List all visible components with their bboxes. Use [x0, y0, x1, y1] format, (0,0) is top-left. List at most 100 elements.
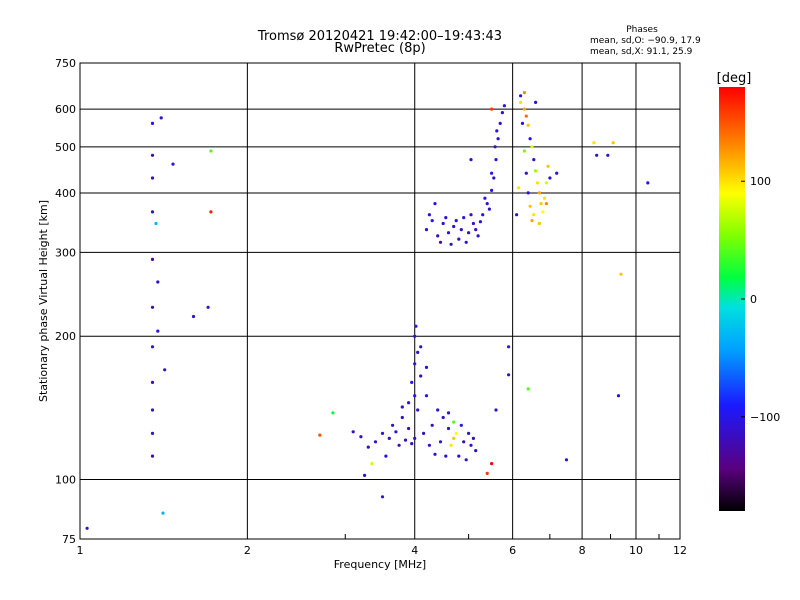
colorbar-tick-label: −100 [750, 411, 780, 424]
data-point [541, 210, 545, 214]
y-tick-label: 300 [55, 246, 76, 259]
data-point [433, 202, 437, 206]
data-point [454, 431, 458, 435]
data-point [478, 220, 482, 224]
data-point [403, 438, 408, 442]
data-point [611, 141, 615, 145]
data-point [464, 458, 468, 462]
data-point [522, 107, 527, 111]
data-point [150, 176, 155, 180]
data-point [410, 380, 414, 384]
data-point [422, 431, 426, 435]
data-point [424, 394, 429, 398]
stats-line-o: mean, sd,O: −90.9, 17.9 [590, 36, 701, 46]
data-point [424, 228, 429, 232]
data-point [413, 362, 417, 366]
data-point [539, 202, 543, 206]
data-point [592, 141, 596, 145]
data-point [483, 196, 487, 200]
data-point [494, 158, 498, 162]
data-point [646, 181, 650, 185]
x-tick-label: 12 [673, 544, 687, 557]
x-tick-label: 1 [77, 544, 84, 557]
data-point [507, 373, 511, 377]
data-point [616, 394, 621, 398]
data-point [433, 452, 437, 456]
data-point [469, 158, 473, 162]
data-point [555, 171, 559, 175]
x-tick-label: 6 [509, 544, 516, 557]
data-point [373, 440, 378, 444]
data-point [351, 430, 355, 434]
data-point [387, 436, 391, 440]
data-point [414, 324, 418, 328]
data-point [495, 129, 499, 133]
data-point [490, 462, 494, 466]
data-point [544, 181, 549, 185]
data-point [532, 158, 536, 162]
x-tick-label: 4 [411, 544, 418, 557]
data-point [331, 411, 335, 415]
data-point [438, 440, 443, 444]
data-point [530, 219, 534, 223]
data-point [397, 443, 401, 447]
data-point [159, 116, 163, 120]
data-point [530, 145, 534, 149]
colorbar-tick-label: 0 [750, 293, 757, 306]
data-points [85, 91, 650, 530]
data-point [502, 104, 506, 108]
y-tick-label: 500 [55, 141, 76, 154]
chart-title: Tromsø 20120421 19:42:00–19:43:43 [257, 29, 502, 44]
data-point [384, 454, 388, 458]
data-point [436, 234, 440, 238]
colorbar-tick-label: 100 [750, 175, 771, 188]
data-point [446, 426, 451, 431]
data-point [544, 202, 549, 206]
data-point [467, 431, 471, 435]
data-point [515, 213, 519, 217]
data-point [564, 458, 569, 462]
data-point [413, 436, 417, 440]
data-point [534, 100, 538, 104]
stats-line-x: mean, sd,X: 91.1, 25.9 [590, 47, 693, 57]
stats-title: Phases [626, 25, 658, 35]
data-point [407, 401, 411, 405]
data-point [163, 368, 167, 372]
data-point [209, 149, 213, 153]
data-point [459, 228, 463, 232]
data-point [481, 213, 485, 217]
data-point [464, 240, 468, 244]
data-point [154, 221, 158, 226]
data-point [522, 149, 527, 153]
colorbar-ticks: 100 0 −100 [741, 175, 780, 424]
data-point [485, 202, 489, 206]
data-point [467, 231, 471, 235]
data-point [363, 473, 367, 477]
data-point [156, 329, 160, 333]
data-point [430, 219, 434, 223]
y-tick-label: 75 [62, 533, 76, 546]
x-axis-label: Frequency [MHz] [334, 558, 426, 571]
data-point [441, 221, 445, 226]
data-point [490, 107, 494, 111]
data-point [156, 280, 160, 284]
chart-subtitle: RwPretec (8p) [334, 41, 425, 56]
data-point [444, 216, 448, 220]
data-point [493, 145, 497, 149]
data-point [471, 221, 475, 226]
colorbar-label: [deg] [717, 71, 752, 86]
data-point [524, 114, 528, 118]
data-point [85, 526, 89, 530]
x-tick-label: 2 [244, 544, 251, 557]
data-point [522, 91, 527, 95]
y-axis-label: Stationary phase Virtual Height [km] [37, 200, 50, 402]
data-point [394, 430, 398, 434]
data-point [469, 443, 473, 447]
x-tick-label: 10 [629, 544, 643, 557]
data-point [519, 100, 523, 104]
plot-frame [79, 62, 681, 540]
data-point [485, 471, 489, 475]
data-point [436, 408, 440, 412]
data-point [150, 257, 155, 261]
